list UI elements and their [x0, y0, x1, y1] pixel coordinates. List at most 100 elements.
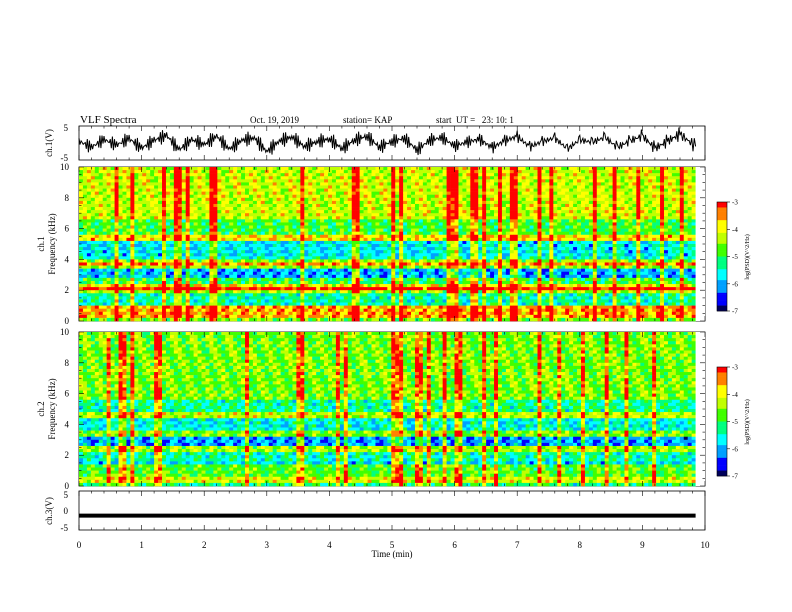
spectrogram-cell [280, 176, 285, 180]
spectrogram-cell [541, 188, 546, 192]
spectrogram-cell [162, 170, 167, 174]
spectrogram-cell [90, 176, 96, 180]
spectrogram-cell [169, 237, 175, 242]
spectrogram-cell [367, 176, 372, 180]
spectrogram-cell [458, 240, 463, 245]
spectrogram-cell [513, 194, 519, 199]
spectrogram-cell [213, 234, 218, 239]
spectrogram-cell [114, 228, 119, 232]
spectrogram-cell [363, 216, 368, 220]
spectrogram-cell [691, 179, 696, 183]
spectrogram-cell [438, 240, 443, 245]
spectrogram-cell [438, 225, 443, 229]
spectrogram-cell [620, 194, 625, 199]
spectrogram-cell [308, 207, 313, 211]
spectrogram-cell [260, 182, 266, 186]
spectrogram-cell [276, 185, 281, 189]
spectrogram-cell [260, 210, 266, 214]
spectrogram-cell [371, 237, 376, 242]
spectrogram-cell [371, 194, 376, 199]
spectrogram-cell [509, 173, 515, 177]
spectrogram-cell [276, 216, 281, 220]
spectrogram-cell [233, 240, 238, 245]
spectrogram-cell [683, 176, 688, 180]
spectrogram-cell [533, 231, 538, 236]
spectrogram-cell [561, 216, 566, 220]
spectrogram-cell [608, 253, 613, 257]
spectrogram-cell [470, 219, 475, 223]
spectrogram-cell [221, 259, 226, 263]
spectrogram-cell [466, 203, 471, 208]
spectrogram-cell [98, 170, 104, 174]
spectrogram-cell [130, 247, 135, 251]
spectrogram-cell [248, 256, 254, 260]
spectrogram-cell [331, 210, 337, 214]
spectrogram-cell [276, 225, 281, 229]
spectrogram-cell [505, 222, 511, 226]
spectrogram-cell [462, 244, 467, 248]
spectrogram-cell [561, 237, 566, 242]
spectrogram-cell [517, 228, 522, 232]
spectrogram-cell [644, 176, 649, 180]
spectrogram-cell [430, 240, 436, 245]
spectrogram-cell [652, 259, 657, 263]
spectrogram-cell [82, 259, 88, 263]
spectrogram-cell [561, 194, 566, 199]
spectrogram-cell [331, 247, 337, 251]
spectrogram-cell [371, 228, 376, 232]
spectrogram-cell [691, 213, 696, 217]
spectrogram-cell [640, 191, 645, 196]
spectrogram-cell [505, 167, 511, 171]
spectrogram-cell [584, 225, 590, 229]
spectrogram-cell [462, 222, 467, 226]
spectrogram-cell [98, 173, 104, 177]
spectrogram-cell [94, 176, 100, 180]
spectrogram-cell [213, 244, 218, 248]
spectrogram-cell [379, 222, 384, 226]
spectrogram-cell [458, 191, 463, 196]
spectrogram-cell [687, 176, 692, 180]
spectrogram-cell [482, 219, 487, 223]
spectrogram-cell [193, 191, 198, 196]
spectrogram-cell [537, 231, 542, 236]
spectrogram-cell [533, 200, 538, 205]
spectrogram-cell [470, 231, 475, 236]
spectrogram-cell [494, 179, 499, 183]
spectrogram-cell [351, 225, 356, 229]
spectrogram-cell [671, 210, 677, 214]
spectrogram-cell [339, 256, 345, 260]
spectrogram-cell [442, 228, 447, 232]
spectrogram-cell [94, 256, 100, 260]
spectrogram-cell [671, 213, 677, 217]
spectrogram-cell [596, 240, 602, 245]
spectrogram-cell [343, 231, 349, 236]
spectrogram-cell [454, 182, 459, 186]
spectrogram-cell [185, 219, 190, 223]
spectrogram-cell [292, 188, 297, 192]
spectrogram-cell [165, 259, 171, 263]
spectrogram-cell [632, 250, 637, 254]
spectrogram-cell [418, 213, 424, 217]
spectrogram-cell [675, 197, 681, 202]
spectrogram-cell [660, 228, 665, 232]
spectrogram-cell [616, 185, 621, 189]
spectrogram-cell [533, 210, 538, 214]
spectrogram-cell [644, 170, 649, 174]
spectrogram-cell [264, 250, 270, 254]
spectrogram-cell [458, 237, 463, 242]
spectrogram-cell [620, 182, 625, 186]
spectrogram-cell [328, 213, 333, 217]
spectrogram-cell [138, 170, 143, 174]
spectrogram-cell [541, 170, 546, 174]
spectrogram-cell [260, 234, 266, 239]
spectrogram-cell [399, 213, 404, 217]
spectrogram-cell [288, 207, 293, 211]
spectrogram-cell [679, 219, 685, 223]
spectrogram-cell [264, 222, 270, 226]
spectrogram-cell [154, 256, 159, 260]
spectrogram-cell [102, 173, 107, 177]
spectrogram-cell [252, 228, 258, 232]
spectrogram-cell [549, 200, 554, 205]
spectrogram-cell [553, 182, 558, 186]
spectrogram-cell [656, 188, 661, 192]
